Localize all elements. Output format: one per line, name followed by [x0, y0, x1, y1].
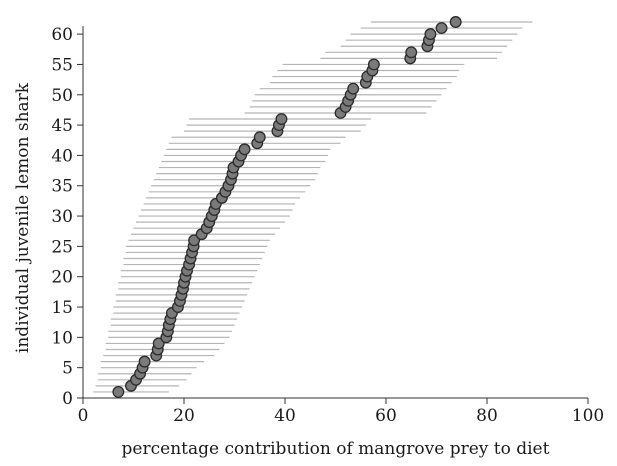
y-tick-label: 25: [51, 237, 73, 257]
data-point: [253, 131, 266, 144]
x-tick-label: 40: [274, 406, 296, 426]
y-tick-label: 55: [51, 55, 73, 75]
data-point: [367, 58, 380, 71]
x-tick-label: 20: [173, 406, 195, 426]
x-tick-label: 0: [78, 406, 89, 426]
y-tick-label: 40: [51, 146, 73, 166]
x-axis: 0 20 40 60 80 100: [78, 397, 604, 426]
y-axis: 0 5 10 15 20 25 30 35 40 45 50 55 60: [51, 25, 84, 409]
data-point: [112, 385, 125, 398]
data-point: [449, 16, 462, 28]
data-point: [424, 28, 437, 41]
data-point: [435, 22, 448, 35]
y-tick-label: 20: [51, 268, 73, 288]
data-point: [347, 82, 360, 95]
y-tick-label: 50: [51, 86, 73, 106]
y-tick-label: 60: [51, 25, 73, 45]
x-axis-title: percentage contribution of mangrove prey…: [122, 439, 550, 459]
y-axis-title: individual juvenile lemon shark: [13, 82, 33, 353]
y-tick-label: 5: [62, 359, 73, 379]
data-point: [238, 143, 251, 156]
y-tick-label: 15: [51, 298, 73, 318]
credible-interval-lines: [93, 21, 533, 393]
x-tick-label: 60: [375, 406, 397, 426]
data-point: [138, 355, 151, 368]
data-points: [112, 16, 462, 398]
x-tick-label: 80: [476, 406, 498, 426]
data-point: [152, 337, 165, 350]
data-point: [188, 234, 201, 247]
data-point: [405, 46, 418, 59]
y-tick-label: 30: [51, 207, 73, 227]
y-tick-label: 10: [51, 328, 73, 348]
y-tick-label: 35: [51, 177, 73, 197]
y-tick-label: 0: [62, 389, 73, 409]
x-tick-label: 100: [572, 406, 604, 426]
data-point: [275, 113, 288, 125]
y-tick-label: 45: [51, 116, 73, 136]
